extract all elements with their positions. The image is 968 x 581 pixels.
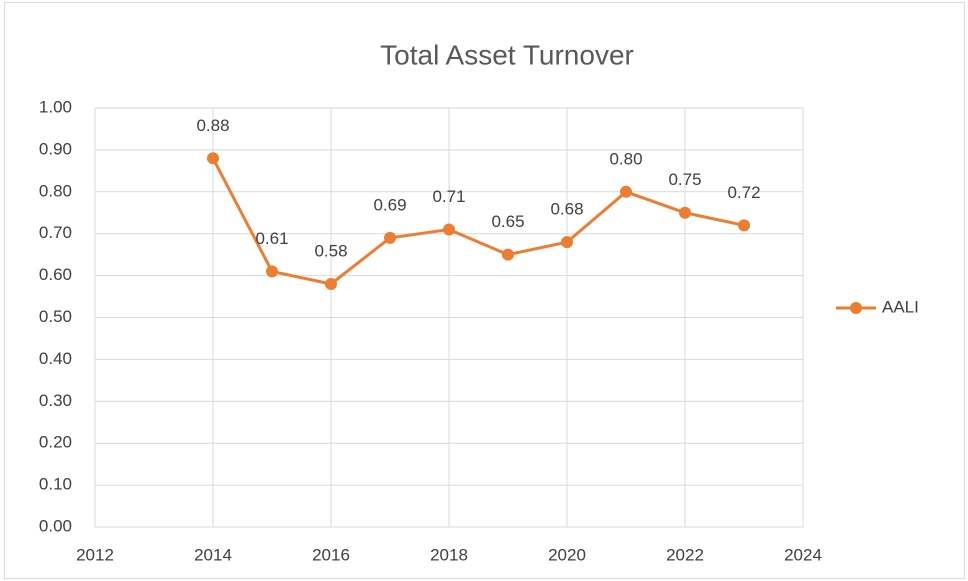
x-tick-label: 2020 bbox=[548, 545, 586, 564]
data-label: 0.72 bbox=[727, 183, 760, 202]
y-tick-label: 0.40 bbox=[39, 349, 72, 368]
data-label: 0.69 bbox=[373, 195, 406, 214]
legend-label: AALI bbox=[882, 297, 919, 316]
data-point bbox=[561, 236, 573, 249]
data-label: 0.61 bbox=[255, 229, 288, 248]
x-tick-label: 2022 bbox=[666, 545, 704, 564]
data-point bbox=[207, 152, 219, 165]
legend-marker bbox=[850, 302, 862, 314]
y-tick-label: 0.80 bbox=[39, 181, 72, 200]
y-tick-label: 0.20 bbox=[39, 433, 72, 452]
data-point bbox=[384, 231, 396, 244]
data-label: 0.58 bbox=[314, 241, 347, 260]
data-label: 0.71 bbox=[432, 187, 465, 206]
y-tick-label: 0.10 bbox=[39, 475, 72, 494]
y-tick-label: 0.60 bbox=[39, 265, 72, 284]
data-point bbox=[502, 248, 514, 261]
x-tick-label: 2024 bbox=[784, 545, 822, 564]
data-label: 0.88 bbox=[196, 116, 229, 135]
data-point bbox=[738, 219, 750, 232]
y-tick-label: 1.00 bbox=[39, 97, 72, 116]
data-point bbox=[325, 277, 337, 290]
x-tick-label: 2014 bbox=[194, 545, 232, 564]
x-tick-label: 2012 bbox=[76, 545, 114, 564]
y-tick-label: 0.30 bbox=[39, 391, 72, 410]
y-tick-label: 0.00 bbox=[39, 516, 72, 535]
data-point bbox=[443, 223, 455, 236]
x-tick-label: 2016 bbox=[312, 545, 350, 564]
chart-title: Total Asset Turnover bbox=[380, 39, 634, 70]
series-line bbox=[211, 157, 745, 286]
x-tick-label: 2018 bbox=[430, 545, 468, 564]
y-tick-label: 0.70 bbox=[39, 223, 72, 242]
data-point bbox=[679, 206, 691, 219]
data-label: 0.80 bbox=[609, 149, 642, 168]
data-label: 0.65 bbox=[491, 212, 524, 231]
y-tick-label: 0.90 bbox=[39, 139, 72, 158]
y-tick-label: 0.50 bbox=[39, 307, 72, 326]
data-label: 0.75 bbox=[668, 170, 701, 189]
data-point bbox=[266, 265, 278, 278]
chart-frame bbox=[4, 2, 965, 579]
data-point bbox=[620, 185, 632, 198]
data-label: 0.68 bbox=[550, 200, 583, 219]
